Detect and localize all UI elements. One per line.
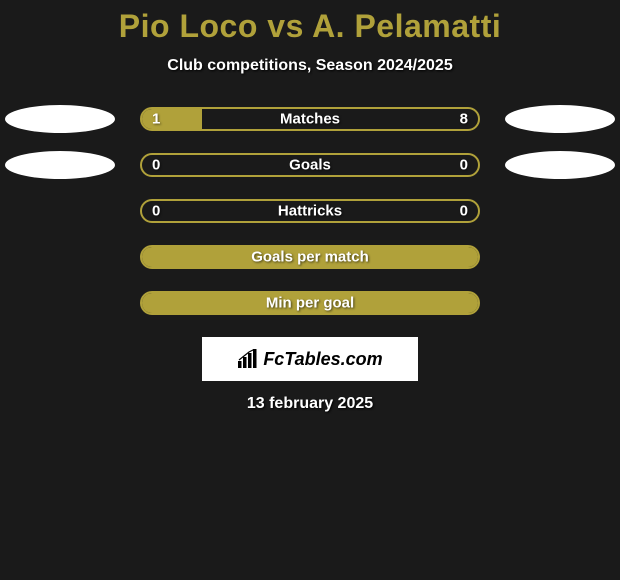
stat-label: Hattricks [278, 203, 342, 220]
stat-label: Min per goal [266, 295, 354, 312]
stat-label: Goals per match [251, 249, 369, 266]
logo-text: FcTables.com [263, 349, 382, 370]
stat-value-left: 1 [152, 111, 160, 128]
stat-rows: 1 8 Matches 0 0 Goals 0 0 Hattricks Goals per mat… [0, 107, 620, 315]
stat-label: Goals [289, 157, 331, 174]
stat-bar: 1 8 Matches [140, 107, 480, 131]
stat-value-left: 0 [152, 157, 160, 174]
stat-label: Matches [280, 111, 340, 128]
stat-value-right: 0 [460, 203, 468, 220]
player-oval-left [5, 105, 115, 133]
right-oval-wrap [500, 151, 620, 179]
stat-value-right: 0 [460, 157, 468, 174]
player-oval-right [505, 105, 615, 133]
stat-row: 1 8 Matches [0, 107, 620, 131]
comparison-card: Pio Loco vs A. Pelamatti Club competitio… [0, 0, 620, 413]
stat-bar: 0 0 Hattricks [140, 199, 480, 223]
stat-row: Goals per match [0, 245, 620, 269]
bar-fill-right [202, 109, 478, 129]
stat-bar: Min per goal [140, 291, 480, 315]
stat-bar: 0 0 Goals [140, 153, 480, 177]
date-text: 13 february 2025 [0, 395, 620, 413]
stat-row: Min per goal [0, 291, 620, 315]
stat-value-right: 8 [460, 111, 468, 128]
stat-value-left: 0 [152, 203, 160, 220]
page-subtitle: Club competitions, Season 2024/2025 [0, 57, 620, 75]
left-oval-wrap [0, 151, 120, 179]
left-oval-wrap [0, 105, 120, 133]
logo-box: FcTables.com [202, 337, 418, 381]
page-title: Pio Loco vs A. Pelamatti [0, 8, 620, 45]
stat-bar: Goals per match [140, 245, 480, 269]
player-oval-right [505, 151, 615, 179]
stat-row: 0 0 Hattricks [0, 199, 620, 223]
stat-row: 0 0 Goals [0, 153, 620, 177]
right-oval-wrap [500, 105, 620, 133]
bar-chart-icon [237, 349, 259, 369]
player-oval-left [5, 151, 115, 179]
